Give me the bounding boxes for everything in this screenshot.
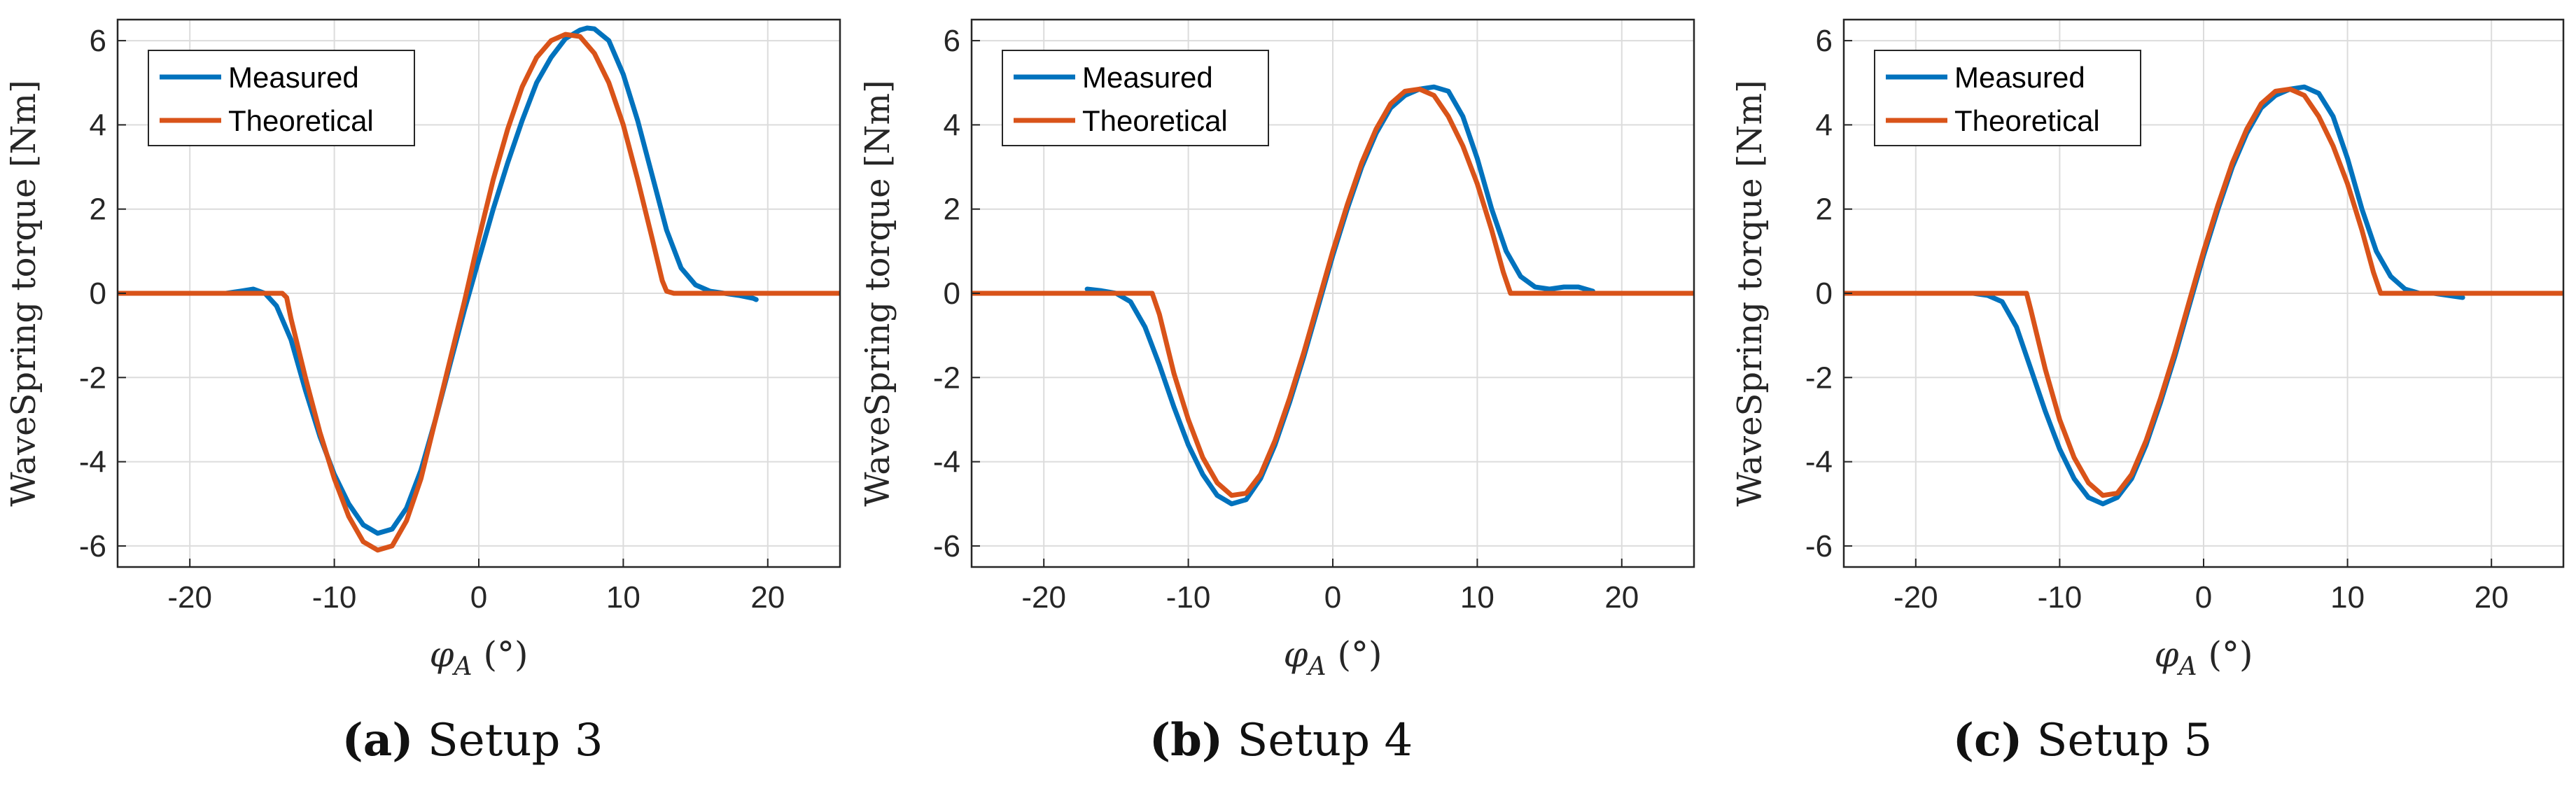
y-tick-label: -2 [79,360,106,395]
y-axis-label: WaveSpring torque [Nm] [858,80,897,507]
y-tick-label: -2 [1805,360,1833,395]
y-tick-label: 6 [1816,24,1833,58]
caption-b-letter: (b) [1149,714,1224,766]
series-line-measured [118,25,759,536]
series-line-theoretical [972,86,1694,498]
y-tick-label: 4 [944,108,960,142]
y-tick-label: 0 [1816,276,1833,311]
caption-b-text: Setup 4 [1223,715,1413,766]
caption-a-letter: (a) [342,714,414,766]
legend-label-theoretical: Theoretical [228,104,374,137]
x-axis-label: φA (°) [430,634,528,681]
legend: Measured Theoretical [148,50,415,146]
legend: Measured Theoretical [1002,50,1269,146]
x-tick-label: 20 [1604,580,1639,615]
legend-label-theoretical: Theoretical [1954,104,2100,137]
caption-c-text: Setup 5 [2022,715,2213,766]
legend-label-theoretical: Theoretical [1082,104,1228,137]
legend: Measured Theoretical [1874,50,2141,146]
series-line-theoretical [118,31,840,553]
caption-b: (b) Setup 4 [966,714,1596,766]
y-tick-label: 2 [1816,192,1833,227]
x-axis-symbol: φ [1284,634,1308,675]
x-tick-label: 10 [2330,580,2365,615]
caption-c: (c) Setup 5 [1768,714,2398,766]
x-axis-subscript: A [452,652,472,681]
y-axis-label: WaveSpring torque [Nm] [1730,80,1770,507]
x-tick-label: -20 [167,580,212,615]
x-tick-label: 20 [2474,580,2509,615]
x-axis-subscript: A [1306,652,1326,681]
y-tick-label: 6 [944,24,960,58]
y-tick-label: 6 [90,24,106,58]
caption-a-text: Setup 3 [413,715,603,766]
y-tick-label: 2 [90,192,106,227]
y-tick-label: 0 [90,276,106,311]
y-tick-label: -6 [933,529,960,564]
y-tick-label: -6 [79,529,106,564]
y-tick-label: -4 [1805,445,1833,479]
x-tick-label: 0 [470,580,487,615]
x-axis-unit: (°) [1326,634,1382,675]
x-tick-label: 10 [606,580,640,615]
x-tick-label: -10 [312,580,357,615]
y-tick-label: 4 [1816,108,1833,142]
x-tick-label: -10 [2038,580,2082,615]
series-line-theoretical [1844,86,2563,498]
x-tick-label: -20 [1893,580,1938,615]
y-tick-label: -4 [933,445,960,479]
legend-label-measured: Measured [228,61,359,94]
x-axis-unit: (°) [472,634,528,675]
y-tick-label: -6 [1805,529,1833,564]
y-tick-label: -4 [79,445,106,479]
x-axis-symbol: φ [430,634,454,675]
legend-label-measured: Measured [1954,61,2085,94]
caption-c-letter: (c) [1952,714,2023,766]
y-axis-label: WaveSpring torque [Nm] [4,80,43,507]
legend-box [148,50,415,146]
y-tick-label: 2 [944,192,960,227]
x-axis-symbol: φ [2155,634,2179,675]
x-tick-label: 10 [1460,580,1494,615]
x-tick-label: 0 [2195,580,2212,615]
x-tick-label: 0 [1324,580,1341,615]
x-tick-label: 20 [750,580,785,615]
x-axis-label: φA (°) [2155,634,2253,681]
caption-a: (a) Setup 3 [158,714,788,766]
legend-box [1002,50,1269,146]
x-axis-unit: (°) [2197,634,2253,675]
x-axis-subscript: A [2177,652,2197,681]
x-axis-label: φA (°) [1284,634,1382,681]
y-tick-label: 4 [90,108,106,142]
y-tick-label: -2 [933,360,960,395]
x-tick-label: -20 [1021,580,1066,615]
x-tick-label: -10 [1166,580,1211,615]
legend-box [1874,50,2141,146]
legend-label-measured: Measured [1082,61,1213,94]
y-tick-label: 0 [944,276,960,311]
